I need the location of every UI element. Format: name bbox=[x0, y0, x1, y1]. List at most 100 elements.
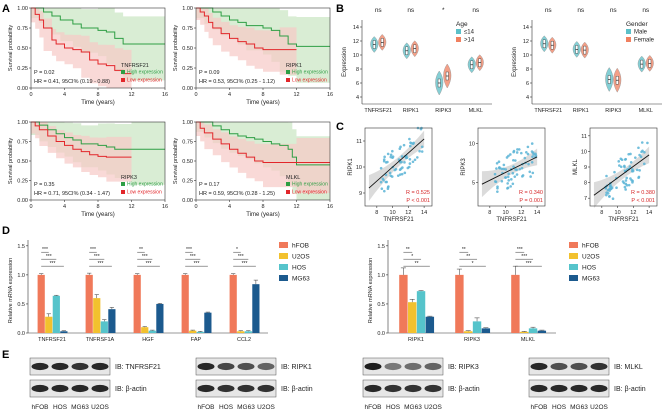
band-target bbox=[530, 362, 548, 371]
scatter-point bbox=[507, 172, 510, 176]
legend-label-1: ≤14 bbox=[464, 30, 475, 36]
x-tick-label: 10 bbox=[390, 210, 396, 216]
bar-hfob bbox=[181, 274, 189, 333]
band-target bbox=[51, 362, 69, 371]
scatter-point bbox=[396, 174, 400, 177]
scatter-point bbox=[383, 189, 386, 193]
scatter-point bbox=[635, 168, 639, 172]
bar-mg63 bbox=[481, 328, 491, 333]
y-tick-label: 0.5 bbox=[17, 302, 25, 308]
y-tick-label: 1.00 bbox=[182, 120, 193, 126]
bar-hfob bbox=[511, 274, 520, 333]
scatter-point bbox=[621, 180, 625, 183]
legend-swatch-1 bbox=[456, 29, 461, 34]
y-tick-label: 0.00 bbox=[17, 86, 28, 92]
correlation-r: R = 0.340 bbox=[519, 190, 543, 196]
scatter-point bbox=[529, 175, 532, 178]
scatter-point bbox=[402, 143, 406, 147]
significance-label: ** bbox=[466, 254, 470, 260]
bar-mg63 bbox=[156, 303, 164, 333]
lane-label: U2OS bbox=[257, 404, 275, 411]
bar-u2os bbox=[237, 331, 245, 333]
lane-label: HOS bbox=[552, 404, 567, 411]
significance-label: ns bbox=[577, 7, 585, 14]
y-tick-label: 12 bbox=[353, 39, 359, 45]
bar-hfob bbox=[37, 274, 45, 333]
band-control bbox=[384, 384, 402, 393]
x-tick-label: 0 bbox=[194, 92, 197, 98]
band-target bbox=[91, 362, 109, 371]
legend-label-hfob: hFOB bbox=[582, 243, 599, 250]
y-tick-label: 0.50 bbox=[17, 159, 28, 165]
y-tick-label: 1.00 bbox=[17, 6, 28, 12]
legend-gene: RIPK1 bbox=[286, 63, 302, 69]
x-tick-label: TNFRSF21 bbox=[364, 108, 392, 114]
x-tick-label: 16 bbox=[162, 204, 168, 210]
x-tick-label: FAP bbox=[191, 337, 202, 343]
x-tick-label: 16 bbox=[327, 204, 333, 210]
scatter-point bbox=[408, 157, 412, 161]
x-tick-label: RIPK1 bbox=[408, 337, 424, 343]
legend-low-label: Low expression bbox=[127, 190, 162, 196]
band-target bbox=[404, 362, 422, 371]
scatter-point bbox=[615, 186, 618, 190]
y-tick-label: 10 bbox=[523, 53, 529, 59]
y-tick-label: 0.50 bbox=[182, 159, 193, 165]
bar-u2os bbox=[408, 302, 417, 333]
confidence-band bbox=[481, 148, 538, 198]
scatter-point bbox=[528, 170, 532, 174]
y-tick-label: 0.0 bbox=[17, 331, 25, 337]
x-tick-label: 12 bbox=[518, 210, 524, 216]
scatter-point bbox=[637, 146, 640, 150]
lane-label: U2OS bbox=[590, 404, 608, 411]
scatter-point bbox=[520, 166, 524, 170]
hazard-ratio: HR = 0.53, 95CI% (0.25 - 1.12) bbox=[199, 79, 275, 85]
high-expression-curve bbox=[196, 7, 330, 47]
p-value: P = 0.02 bbox=[34, 70, 55, 76]
x-axis-label: TNFRSF21 bbox=[496, 217, 527, 223]
scatter-point bbox=[495, 161, 499, 165]
legend-label-1: Male bbox=[634, 30, 648, 36]
scatter-point bbox=[617, 160, 621, 163]
lane-label: hFOB bbox=[198, 404, 215, 411]
lane-label: U2OS bbox=[91, 404, 109, 411]
x-tick-label: 8 bbox=[261, 92, 264, 98]
scatter-point bbox=[634, 156, 637, 159]
scatter-point bbox=[419, 127, 423, 131]
x-tick-label: 14 bbox=[534, 210, 540, 216]
panel-d-bar-charts: 0.0 0.5 1.0 1.5 Relative mRNA expression TNFR… bbox=[8, 240, 600, 343]
scatter-point bbox=[629, 161, 633, 164]
panel-b-violin-plots: 4 6 8 10 12 14 Expression TNFRSF21 ns RIPK1 ns RIPK… bbox=[342, 7, 662, 114]
panel-labels: A B C D E bbox=[2, 3, 344, 361]
scatter-point bbox=[502, 167, 506, 171]
panel-label-d: D bbox=[2, 225, 10, 237]
scatter-point bbox=[385, 180, 388, 184]
scatter-point bbox=[638, 153, 641, 157]
scatter-point bbox=[393, 168, 397, 172]
y-tick-label: 14 bbox=[523, 25, 529, 31]
band-target bbox=[71, 362, 89, 371]
bar-u2os bbox=[93, 298, 101, 333]
violin-plot-age: 4 6 8 10 12 14 Expression TNFRSF21 ns RIPK1 ns RIPK… bbox=[342, 7, 492, 114]
y-axis-label: RIPK3 bbox=[461, 158, 467, 176]
scatter-point bbox=[418, 149, 421, 153]
x-tick-label: RIPK1 bbox=[403, 108, 419, 114]
significance-label: * bbox=[442, 7, 445, 14]
scatter-point bbox=[386, 187, 390, 190]
scatter-point bbox=[530, 160, 534, 164]
bar-hos bbox=[196, 331, 204, 333]
lane-label: HOS bbox=[386, 404, 401, 411]
scatter-point bbox=[504, 168, 508, 171]
scatter-point bbox=[493, 172, 497, 176]
y-tick-label: 7 bbox=[584, 196, 587, 202]
scatter-point bbox=[606, 192, 610, 195]
y-tick-label: 5 bbox=[472, 181, 475, 187]
x-tick-label: 12 bbox=[128, 92, 134, 98]
y-axis-label: MLKL bbox=[573, 159, 579, 175]
scatter-point bbox=[382, 158, 386, 161]
y-tick-label: 8 bbox=[584, 181, 587, 187]
scatter-point bbox=[408, 162, 412, 165]
significance-label: *** bbox=[42, 247, 48, 253]
y-tick-label: 4 bbox=[526, 95, 529, 101]
legend-label-2: Female bbox=[634, 38, 655, 44]
